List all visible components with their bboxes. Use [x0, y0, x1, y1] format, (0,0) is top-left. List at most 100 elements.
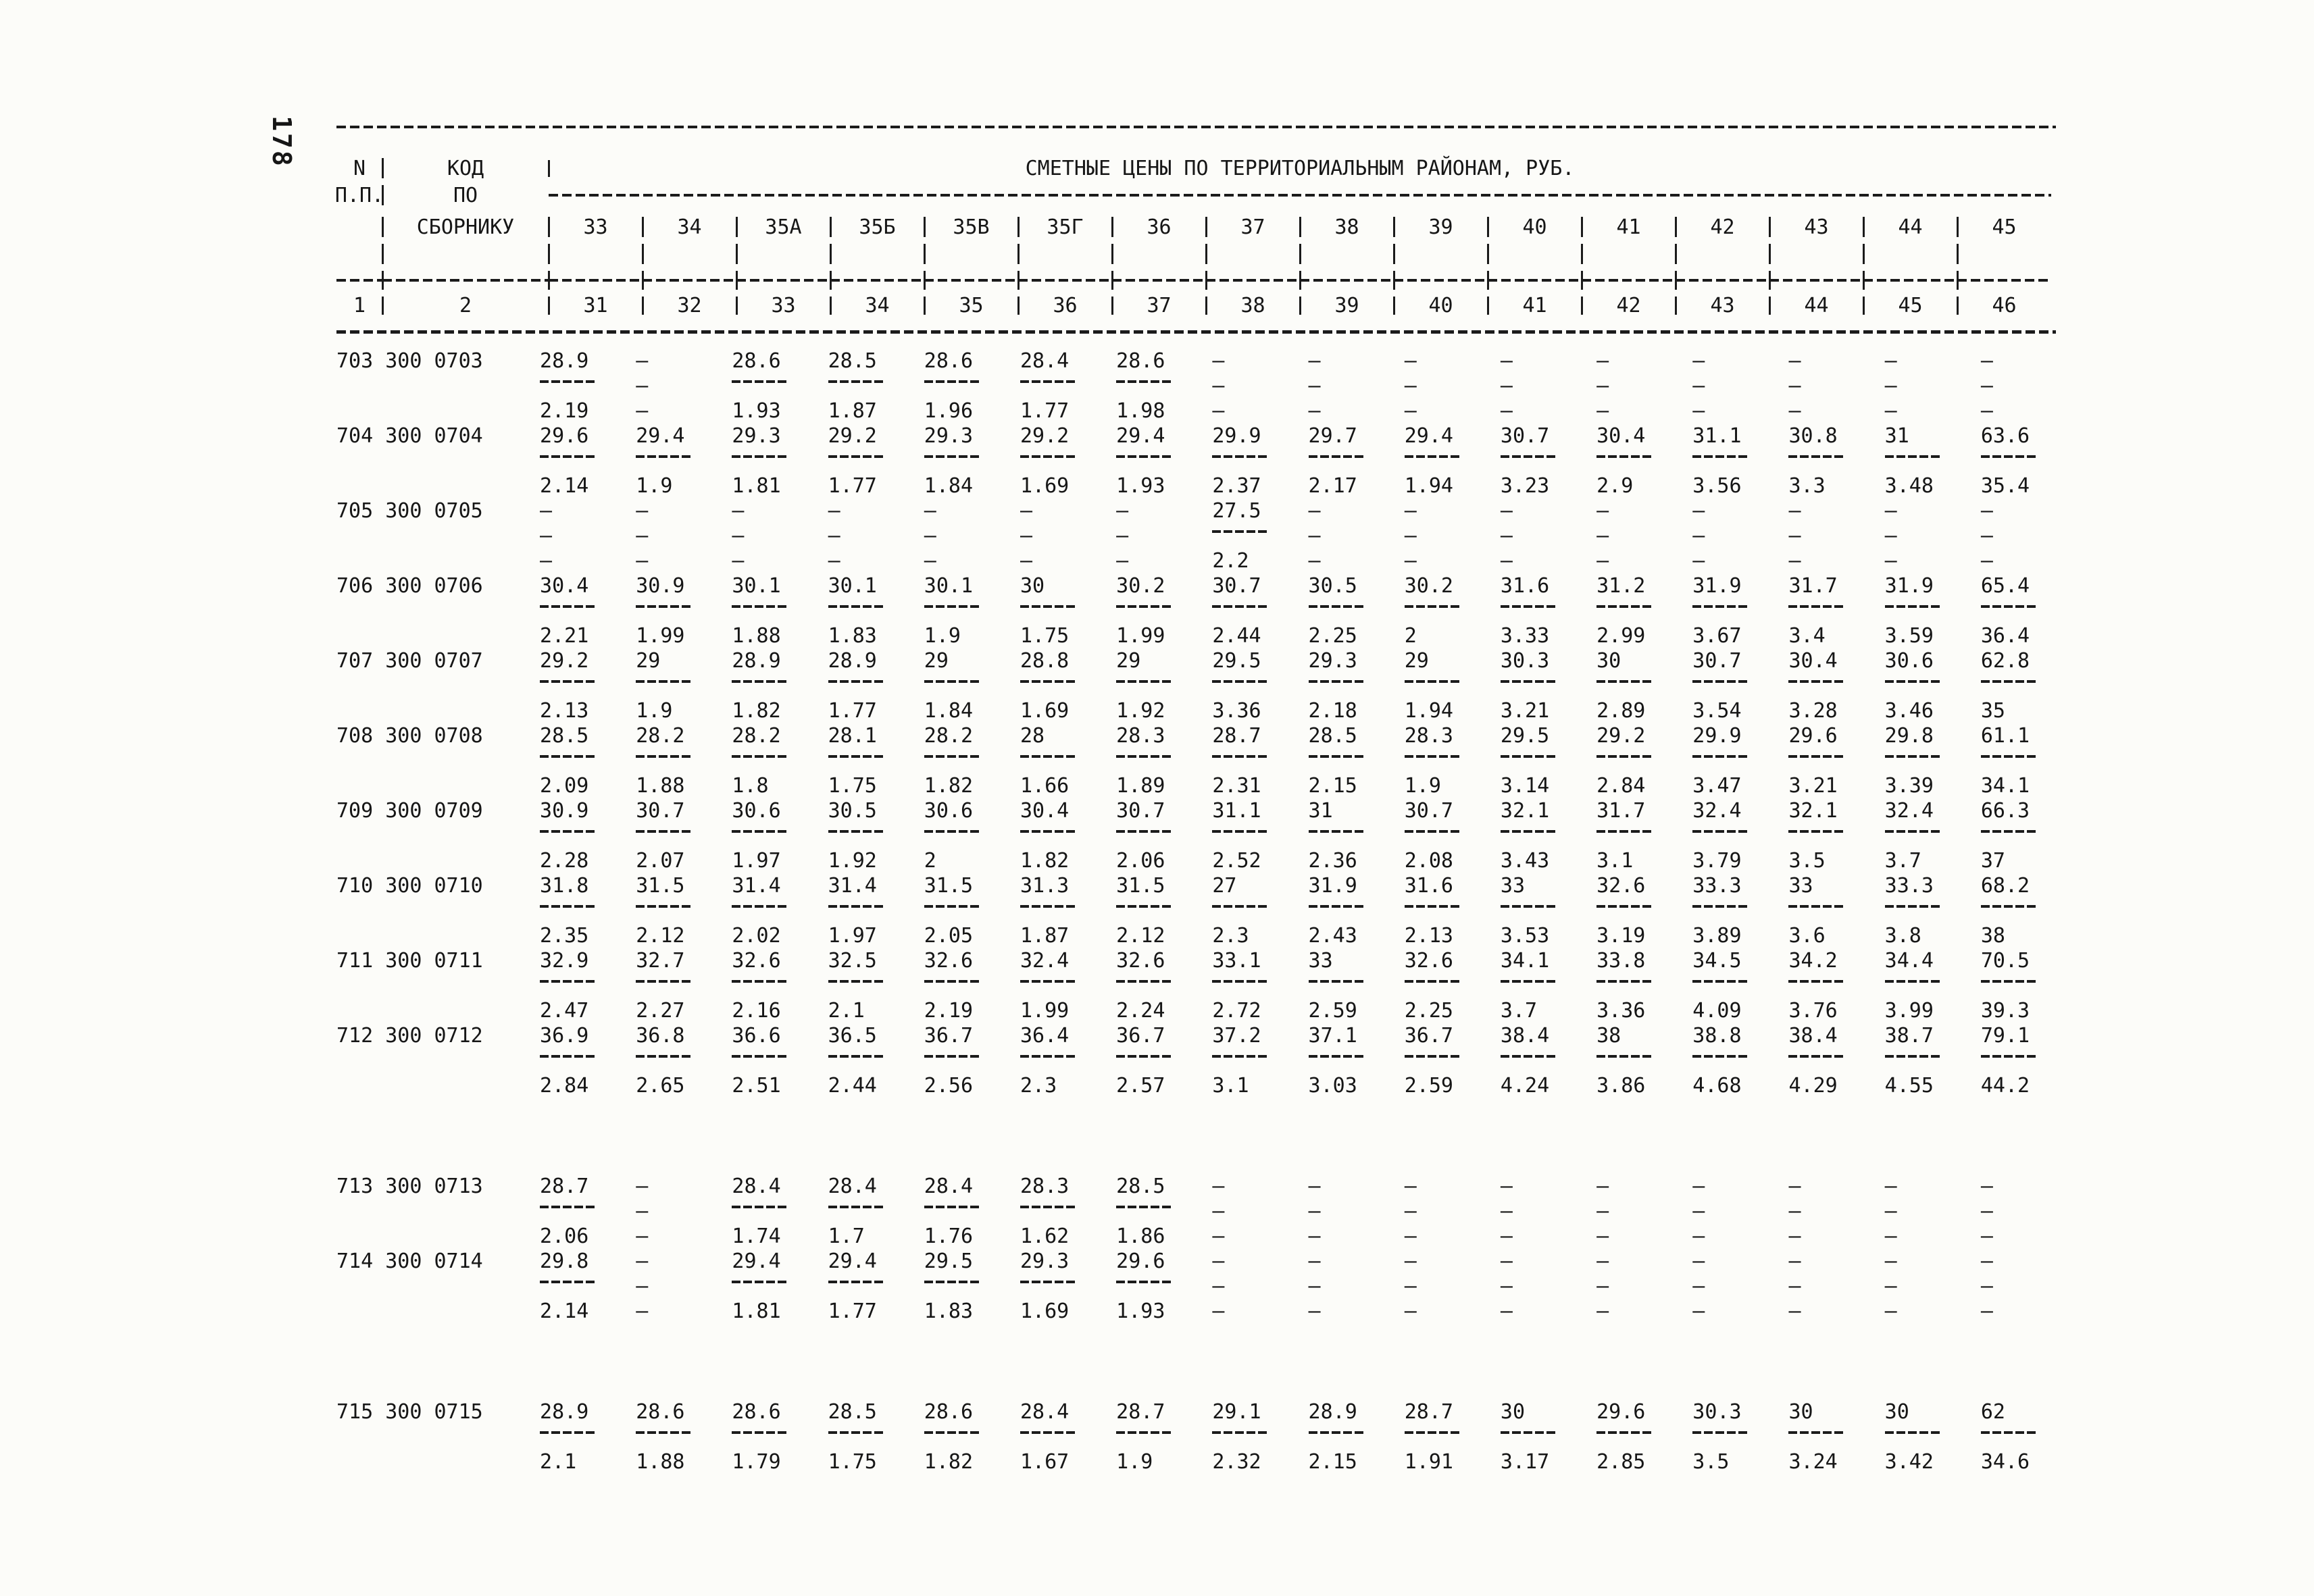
- fraction-bar: [924, 905, 981, 908]
- fraction-bar-cell: [1874, 1425, 1970, 1434]
- price-value: 28.6: [636, 1400, 685, 1424]
- ordinal-header: 32: [642, 293, 736, 318]
- coefficient-value: 2.59: [1308, 999, 1357, 1023]
- fraction-bar-cell: [913, 449, 1009, 458]
- item-code: 714 300 0714: [336, 1250, 483, 1273]
- fraction-bar: [1212, 1431, 1269, 1434]
- price-value: 28.6: [924, 349, 974, 373]
- price-value: 29.6: [1788, 724, 1838, 748]
- coefficient-value: –: [1692, 1299, 1705, 1323]
- no-value-dash: –: [1980, 374, 1993, 398]
- fraction-bar-cell: [1394, 1049, 1490, 1058]
- coefficient-value: 3.46: [1884, 699, 1934, 723]
- district-col-header: 35Б: [830, 213, 924, 240]
- coefficient-value: 3.33: [1500, 624, 1550, 648]
- fraction-bar-cell: [721, 1425, 817, 1434]
- coefficient-value: –: [636, 1299, 649, 1323]
- sep-dash: [1676, 279, 1769, 282]
- coefficient-value: 1.82: [732, 699, 781, 723]
- coefficient-value: 2.52: [1212, 849, 1261, 873]
- fraction-bar-row: [336, 674, 2066, 699]
- sep-district-cell: [1017, 267, 1112, 293]
- coefficient-value: 1.93: [1116, 474, 1165, 498]
- ordinal-header: 39: [1299, 293, 1394, 318]
- ordinal-header: 33: [736, 293, 830, 318]
- price-value: 30.2: [1116, 574, 1165, 598]
- fraction-bar: [540, 1431, 597, 1434]
- coefficient-value: 2.19: [924, 999, 974, 1023]
- fraction-bar: [636, 455, 693, 458]
- fraction-bar-cell: [1778, 1425, 1873, 1434]
- sep-dash: [1112, 279, 1206, 282]
- price-value: –: [1116, 499, 1129, 523]
- coefficient-value: 1.83: [828, 624, 877, 648]
- item-block: 705 300 0705– – – – – – –27.5– – – – – – – – – – – – – – – – –…: [336, 499, 2066, 574]
- coefficient-value: –: [924, 549, 936, 573]
- fraction-bar: [732, 905, 789, 908]
- sep-dash: [830, 279, 924, 282]
- header-grid-bar: [1581, 240, 1676, 267]
- price-value: 28.5: [1308, 724, 1357, 748]
- fraction-bar: [1596, 905, 1654, 908]
- price-value: 31.7: [1596, 799, 1646, 823]
- coefficient-value: 3.6: [1788, 924, 1826, 948]
- sep-district-cell: [1581, 267, 1676, 293]
- coefficient-value: 3.56: [1692, 474, 1742, 498]
- price-value: 29.6: [540, 424, 589, 448]
- fraction-bar-cell: [1970, 824, 2066, 833]
- fraction-bar: [636, 1055, 693, 1058]
- price-value: 30.5: [1308, 574, 1357, 598]
- coefficient-row: 2.21 1.99 1.88 1.83 1.9 1.75 1.99 2.44 2.25 2 3.33…: [336, 624, 2066, 649]
- coefficient-value: 2.32: [1212, 1450, 1261, 1474]
- coefficient-value: 37: [1980, 849, 2005, 873]
- fraction-bar-cell: [1201, 674, 1297, 683]
- fraction-bar: [1020, 1281, 1077, 1283]
- fraction-bar-cell: [818, 974, 913, 983]
- price-value: 31.6: [1404, 874, 1453, 898]
- coefficient-value: 2.59: [1404, 1074, 1453, 1098]
- fraction-bar-cell: [721, 674, 817, 683]
- fraction-bar: [1884, 455, 1942, 458]
- coefficient-value: 2.37: [1212, 474, 1261, 498]
- price-value: 31.2: [1596, 574, 1646, 598]
- sep-district-cell: [830, 267, 924, 293]
- price-value: 31.7: [1788, 574, 1838, 598]
- coefficient-value: 1.91: [1404, 1450, 1453, 1474]
- fraction-bar: [1884, 605, 1942, 608]
- price-value: 28.9: [540, 1400, 589, 1424]
- district-col-header: 45: [1957, 213, 2051, 240]
- fraction-bar-cell: [625, 824, 721, 833]
- price-value: 28.5: [828, 349, 877, 373]
- fraction-bar-cell: [721, 449, 817, 458]
- price-value: 61.1: [1980, 724, 2030, 748]
- fraction-bar: [1692, 605, 1750, 608]
- price-value: 38.4: [1500, 1024, 1550, 1048]
- col-code-header-line2: ПО: [382, 182, 549, 209]
- no-value-dash: –: [1212, 1200, 1225, 1223]
- coefficient-value: 34.1: [1980, 774, 2030, 798]
- fraction-bar: [1788, 905, 1846, 908]
- price-value: 33.8: [1596, 949, 1646, 973]
- coefficient-value: 3.14: [1500, 774, 1550, 798]
- coefficient-value: 2.05: [924, 924, 974, 948]
- price-value: 30.2: [1404, 574, 1453, 598]
- fraction-bar: [1020, 380, 1077, 383]
- sep-dash: [736, 279, 830, 282]
- coefficient-value: –: [1884, 1225, 1897, 1248]
- sep-district-cell: [1769, 267, 1863, 293]
- price-value: –: [1692, 1250, 1705, 1273]
- fraction-bar-cell: [913, 674, 1009, 683]
- coefficient-value: –: [1212, 1225, 1225, 1248]
- sep-dash: [643, 279, 736, 282]
- price-value: 62: [1980, 1400, 2005, 1424]
- fraction-bar-cell: [1778, 1049, 1873, 1058]
- no-value-dash: –: [1692, 524, 1705, 548]
- fraction-bar-cell: [625, 599, 721, 608]
- fraction-bar-cell: [1586, 674, 1682, 683]
- price-value: 31: [1884, 424, 1909, 448]
- fraction-bar-cell: [1009, 1425, 1105, 1434]
- fraction-bar-cell: [721, 1275, 817, 1283]
- fraction-bar-cell: [1105, 824, 1201, 833]
- fraction-bar-row: – – – – – – – – – – – – – – –: [336, 524, 2066, 549]
- fraction-bar: [1980, 1055, 2038, 1058]
